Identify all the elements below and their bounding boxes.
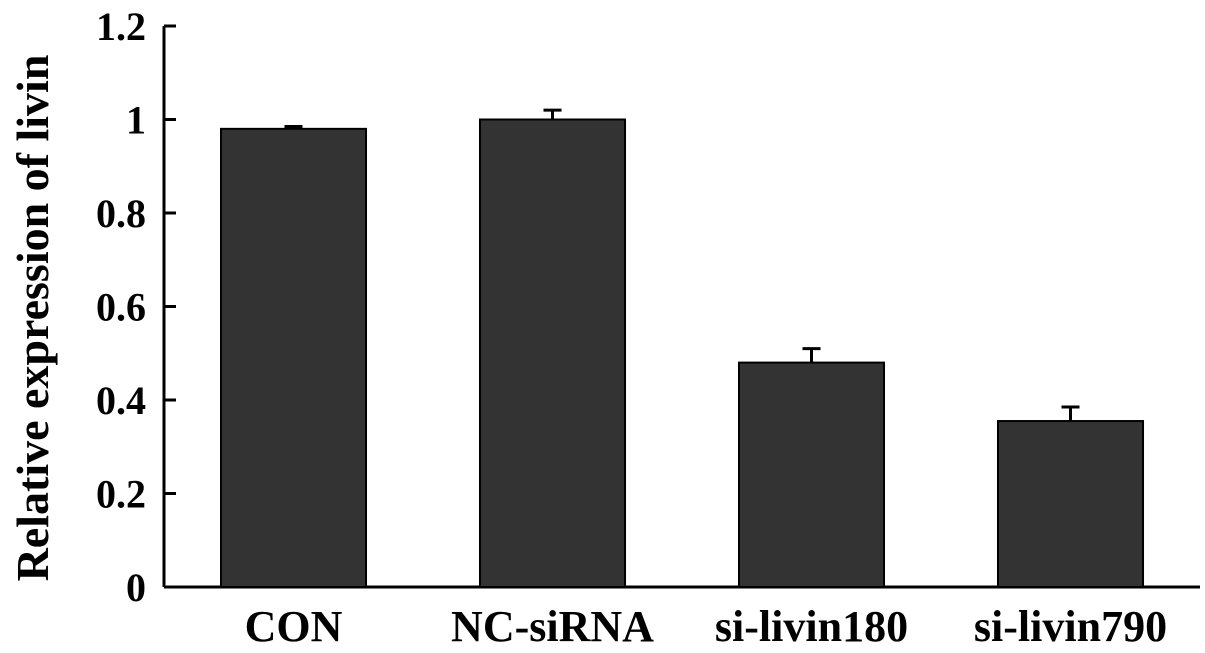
- x-category-label: si-livin790: [974, 602, 1167, 651]
- x-category-label: si-livin180: [715, 602, 908, 651]
- x-category-label: NC-siRNA: [451, 602, 654, 651]
- y-tick-label: 0.6: [96, 285, 146, 330]
- bars: [219, 108, 1145, 588]
- bar-nc-sirna: [478, 118, 627, 588]
- y-tick-label: 0.4: [96, 378, 146, 423]
- y-tick-label: 1.2: [96, 4, 146, 49]
- y-tick-label: 1: [126, 98, 146, 143]
- bar-si-livin180: [737, 361, 886, 588]
- bar-si-livin790: [996, 420, 1145, 588]
- y-tick-label: 0: [126, 565, 146, 610]
- x-labels: CON NC-siRNA si-livin180 si-livin790: [245, 602, 1167, 651]
- y-tick-label: 0.2: [96, 472, 146, 517]
- y-ticks: 0 0.2 0.4 0.6 0.8 1 1.2: [96, 4, 176, 610]
- x-category-label: CON: [245, 602, 343, 651]
- y-axis-title: Relative expression of livin: [7, 55, 58, 582]
- y-tick-label: 0.8: [96, 191, 146, 236]
- bar-con: [219, 127, 368, 588]
